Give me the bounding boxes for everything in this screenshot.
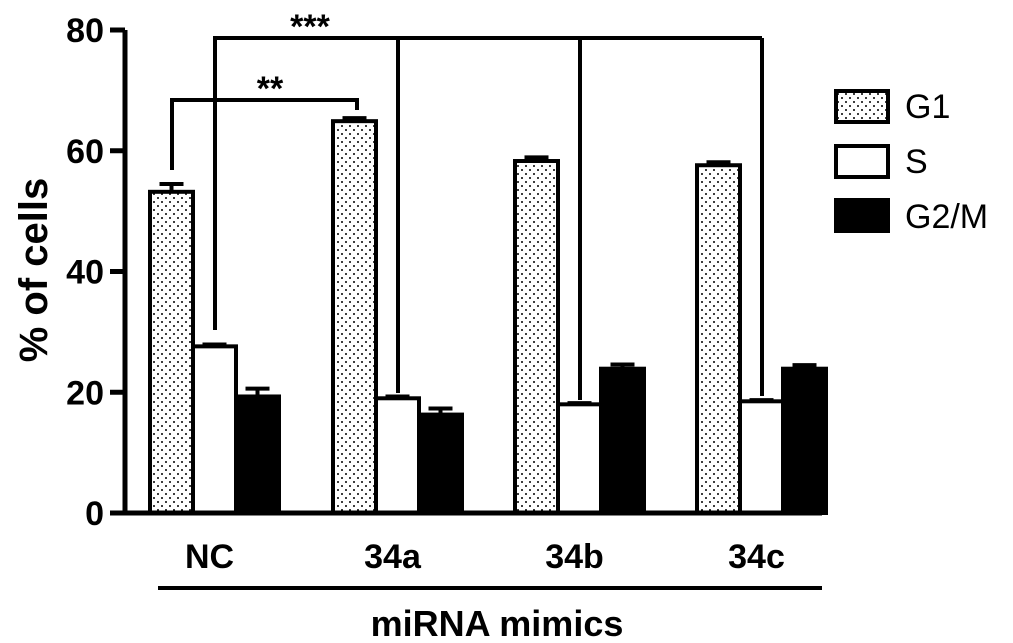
bar-34b-g1 bbox=[513, 159, 560, 515]
bar-34a-s bbox=[374, 396, 421, 516]
legend-label-g2m: G2/M bbox=[905, 198, 988, 236]
bracket-nc-34a bbox=[170, 98, 359, 170]
bar-nc-s bbox=[191, 344, 238, 515]
y-tick-label: 20 bbox=[66, 374, 104, 412]
y-ticks-group: 0 20 40 60 80 bbox=[66, 12, 125, 533]
x-tick-label-34c: 34c bbox=[728, 538, 785, 576]
bars-group bbox=[148, 119, 828, 516]
y-tick-label: 60 bbox=[66, 133, 104, 171]
y-axis-label: % of cells bbox=[12, 178, 56, 363]
bracket-nc-all bbox=[213, 36, 762, 330]
y-tick-label: 40 bbox=[66, 254, 104, 292]
bar-nc-g1 bbox=[148, 189, 195, 515]
x-axis-label: miRNA mimics bbox=[371, 603, 624, 643]
x-tick-label-34a: 34a bbox=[364, 538, 422, 576]
x-tick-labels-group: NC 34a 34b 34c bbox=[185, 538, 785, 576]
bar-34c-g2m bbox=[781, 366, 828, 515]
legend-label-g1: G1 bbox=[905, 88, 950, 126]
x-tick-label-nc: NC bbox=[185, 538, 234, 576]
significance-label-triple: *** bbox=[290, 8, 330, 46]
significance-brackets: ** *** bbox=[170, 8, 764, 400]
error-bars-group bbox=[159, 116, 817, 415]
bar-34c-g1 bbox=[695, 163, 742, 516]
bar-34a-g1 bbox=[331, 119, 378, 515]
y-tick-label: 80 bbox=[66, 12, 104, 50]
x-tick-label-34b: 34b bbox=[545, 538, 604, 576]
legend-label-s: S bbox=[905, 143, 928, 181]
bar-34b-s bbox=[556, 402, 603, 516]
significance-label-double: ** bbox=[257, 70, 284, 108]
bar-34b-g2m bbox=[599, 366, 646, 515]
legend-swatch-s bbox=[834, 144, 890, 179]
legend: G1 S G2/M bbox=[834, 88, 988, 236]
y-tick-label: 0 bbox=[85, 495, 104, 533]
bar-34a-g2m bbox=[417, 412, 464, 515]
legend-swatch-g1 bbox=[834, 89, 890, 124]
bar-nc-g2m bbox=[234, 394, 281, 516]
bar-34c-s bbox=[738, 399, 785, 515]
legend-swatch-g2m bbox=[834, 198, 890, 233]
